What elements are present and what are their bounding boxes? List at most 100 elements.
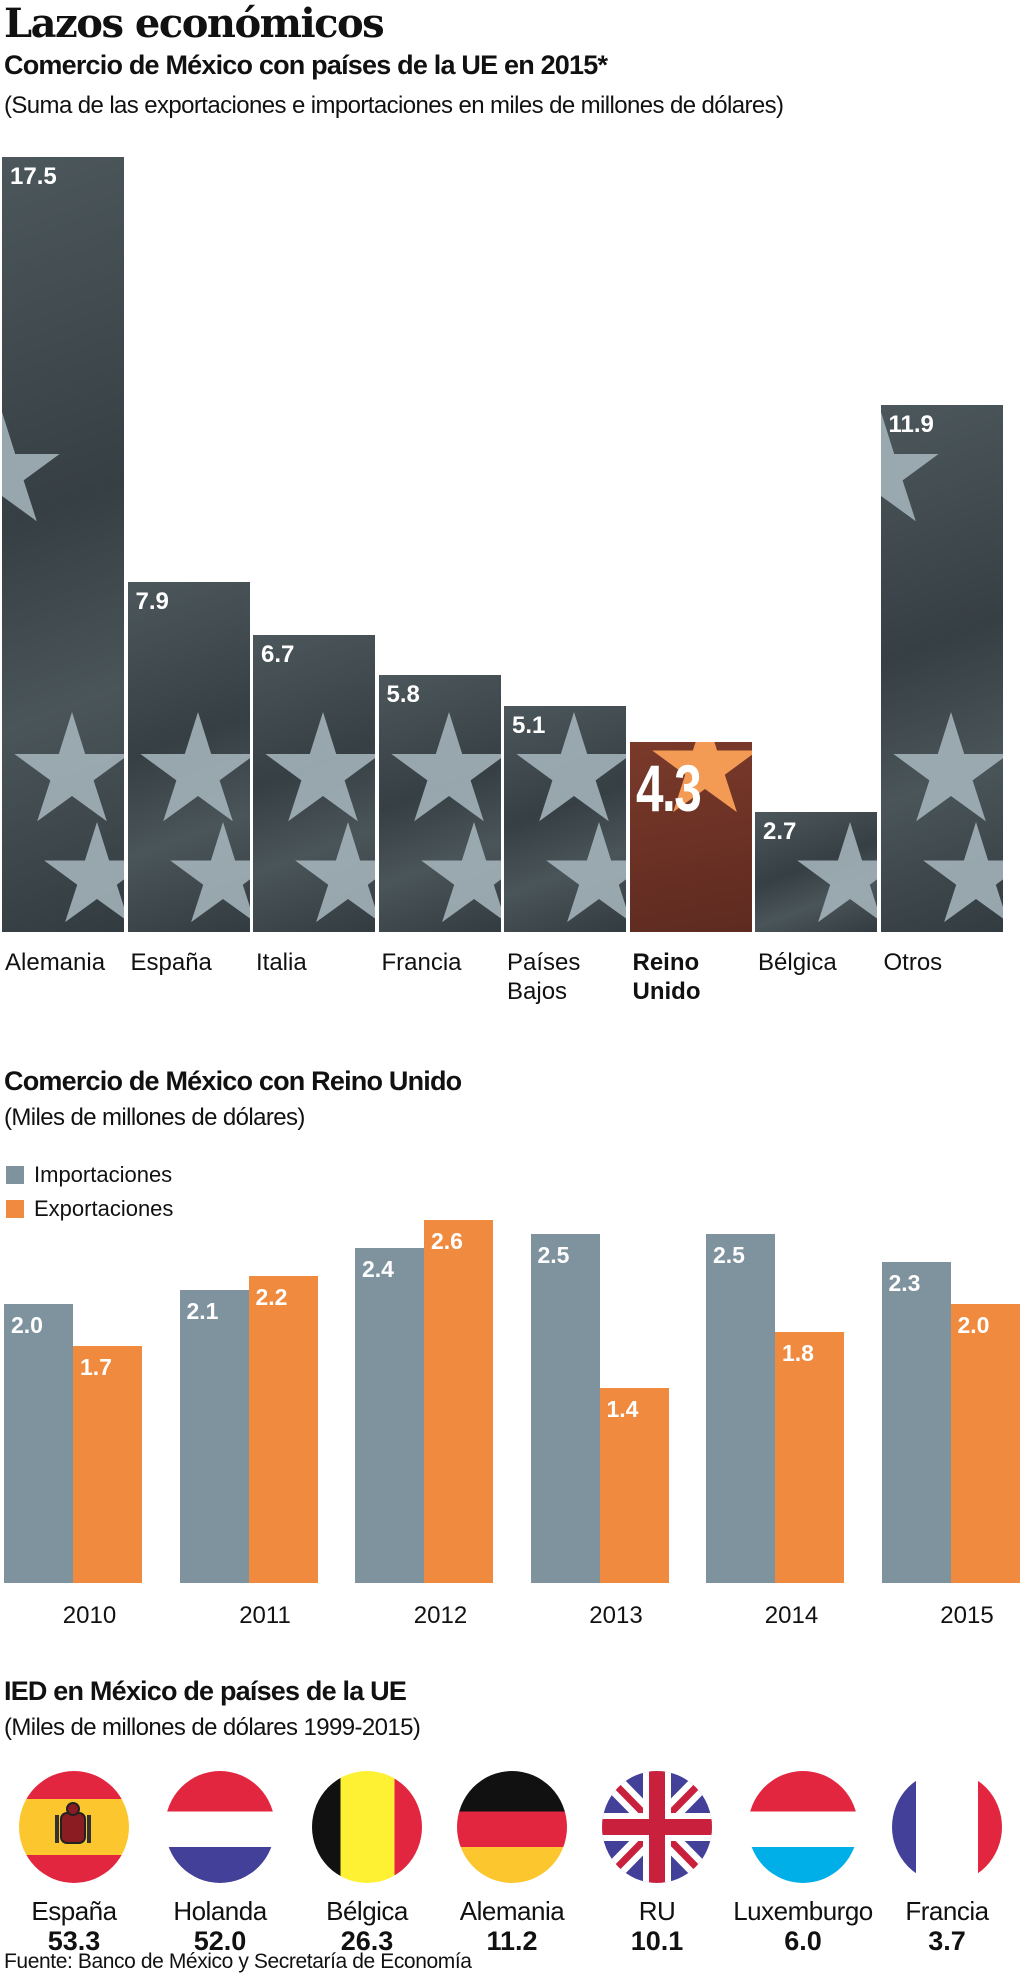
flag-value-label: 10.1 (630, 1926, 684, 1956)
bar-importaciones-2010: 2.0 (4, 1303, 73, 1583)
bar-value-label: 4.3 (635, 750, 702, 825)
infographic-title: Lazos económicos (4, 0, 385, 47)
category-label-line: Italia (256, 949, 307, 976)
category-label-line: Reino (632, 949, 700, 976)
eu-star-icon (880, 411, 939, 522)
bar-otros: 11.9 (880, 404, 1003, 932)
eu-star-icon (892, 711, 1003, 822)
legend-swatch (6, 1166, 24, 1184)
chart2-subtitle: (Miles de millones de dólares) (4, 1104, 305, 1131)
category-label-line: Unido (632, 978, 701, 1005)
chart2-title: Comercio de México con Reino Unido (4, 1066, 462, 1096)
bar-españa: 7.9 (127, 582, 250, 932)
coat-of-arms-icon (55, 1802, 91, 1844)
bar-value-label: 1.8 (782, 1339, 814, 1366)
category-label: Alemania (5, 948, 105, 977)
eu-star-icon (516, 711, 626, 822)
eu-star-icon (546, 821, 626, 923)
germany-flag-icon (457, 1771, 567, 1883)
year-label: 2011 (239, 1602, 291, 1629)
category-label-line: Francia (381, 949, 462, 976)
year-label: 2010 (62, 1602, 117, 1629)
bar-value-label: 2.0 (11, 1311, 43, 1338)
flag-country-label: Luxemburgo (733, 1896, 873, 1926)
eu-star-icon (797, 821, 877, 923)
bar-exportaciones-2015: 2.0 (950, 1303, 1020, 1583)
chart3-subtitle: (Miles de millones de dólares 1999-2015) (4, 1714, 421, 1741)
year-label: 2013 (589, 1602, 643, 1629)
eu-star-icon (390, 711, 501, 822)
bar-bélgica: 2.7 (755, 812, 877, 932)
bar-importaciones-2012: 2.4 (355, 1247, 424, 1583)
bar-value-label: 2.7 (763, 818, 797, 846)
bar-value-label: 2.5 (713, 1242, 745, 1268)
category-label-line: Otros (883, 949, 943, 976)
chart3-title: IED en México de países de la UE (4, 1676, 407, 1706)
flag-value-label: 26.3 (340, 1926, 394, 1956)
bar-value-label: 5.1 (512, 712, 546, 740)
category-label-line: Países (507, 949, 581, 976)
union-jack (602, 1771, 712, 1883)
category-label: Francia (382, 948, 462, 977)
source-note: Fuente: Banco de México y Secretaría de … (4, 1950, 472, 1973)
legend-label: Exportaciones (34, 1196, 174, 1221)
eu-star-icon (420, 821, 501, 923)
bar-value-label: 5.8 (386, 681, 420, 709)
bar-exportaciones-2010: 1.7 (73, 1345, 142, 1583)
legend-exportaciones: Exportaciones (6, 1196, 173, 1222)
eu-star-icon (922, 821, 1003, 923)
bar-value-label: 2.1 (186, 1297, 219, 1324)
eu-star-icon (265, 711, 375, 822)
category-label-line: Bajos (507, 978, 568, 1005)
eu-star-icon (169, 821, 250, 923)
flag-country-label: RU (638, 1896, 676, 1926)
category-label: España (131, 948, 212, 977)
year-label: 2014 (764, 1602, 819, 1629)
bar-value-label: 2.5 (537, 1242, 570, 1268)
uk-flag-icon (602, 1771, 712, 1883)
flag-value-label: 11.2 (486, 1926, 538, 1956)
chart1-title: Comercio de México con países de la UE e… (4, 50, 608, 80)
category-label: Países Bajos (507, 948, 580, 1006)
bar-importaciones-2013: 2.5 (530, 1234, 600, 1583)
bar-importaciones-2014: 2.5 (706, 1234, 775, 1583)
bar-value-label: 2.0 (957, 1311, 990, 1338)
bar-reino-unido: 4.3 (629, 741, 752, 932)
category-label: Otros (884, 948, 943, 977)
flag-value-label: 3.7 (928, 1926, 966, 1956)
bar-importaciones-2011: 2.1 (179, 1289, 249, 1583)
bar-exportaciones-2013: 1.4 (599, 1387, 669, 1583)
chart1-subtitle: (Suma de las exportaciones e importacion… (4, 92, 784, 119)
luxembourg-flag-icon (748, 1771, 858, 1883)
bar-value-label: 1.4 (606, 1395, 639, 1422)
bar-italia: 6.7 (253, 635, 375, 932)
bar-value-label: 2.4 (362, 1255, 394, 1282)
flag-country-label: España (31, 1896, 117, 1926)
category-label-line: Bélgica (758, 949, 837, 976)
legend-importaciones: Importaciones (6, 1162, 172, 1188)
flag-value-label: 52.0 (193, 1926, 247, 1956)
bar-value-label: 6.7 (261, 641, 295, 669)
bar-exportaciones-2012: 2.6 (424, 1220, 493, 1583)
year-label: 2015 (940, 1602, 994, 1629)
category-label: Bélgica (758, 948, 837, 977)
flag-value-label: 6.0 (784, 1926, 822, 1956)
category-label-line: Alemania (5, 949, 106, 976)
flag-country-label: Alemania (459, 1896, 565, 1926)
bar-value-label: 2.3 (888, 1269, 921, 1296)
eu-star-icon (44, 822, 124, 923)
bar-value-label: 7.9 (135, 588, 169, 616)
category-label: Reino Unido (633, 948, 701, 1006)
bar-value-label: 17.5 (10, 162, 57, 190)
year-label: 2012 (413, 1602, 468, 1629)
flag-country-label: Francia (905, 1896, 989, 1926)
bar-países-bajos: 5.1 (504, 706, 626, 932)
bar-importaciones-2015: 2.3 (881, 1261, 951, 1583)
bar-francia: 5.8 (378, 675, 501, 932)
category-label: Italia (256, 948, 307, 977)
bar-alemania: 17.5 (2, 156, 124, 932)
eu-star-icon (651, 741, 752, 812)
flag-country-label: Bélgica (326, 1896, 408, 1926)
eu-star-icon (14, 712, 124, 822)
eu-star-icon (139, 711, 250, 822)
